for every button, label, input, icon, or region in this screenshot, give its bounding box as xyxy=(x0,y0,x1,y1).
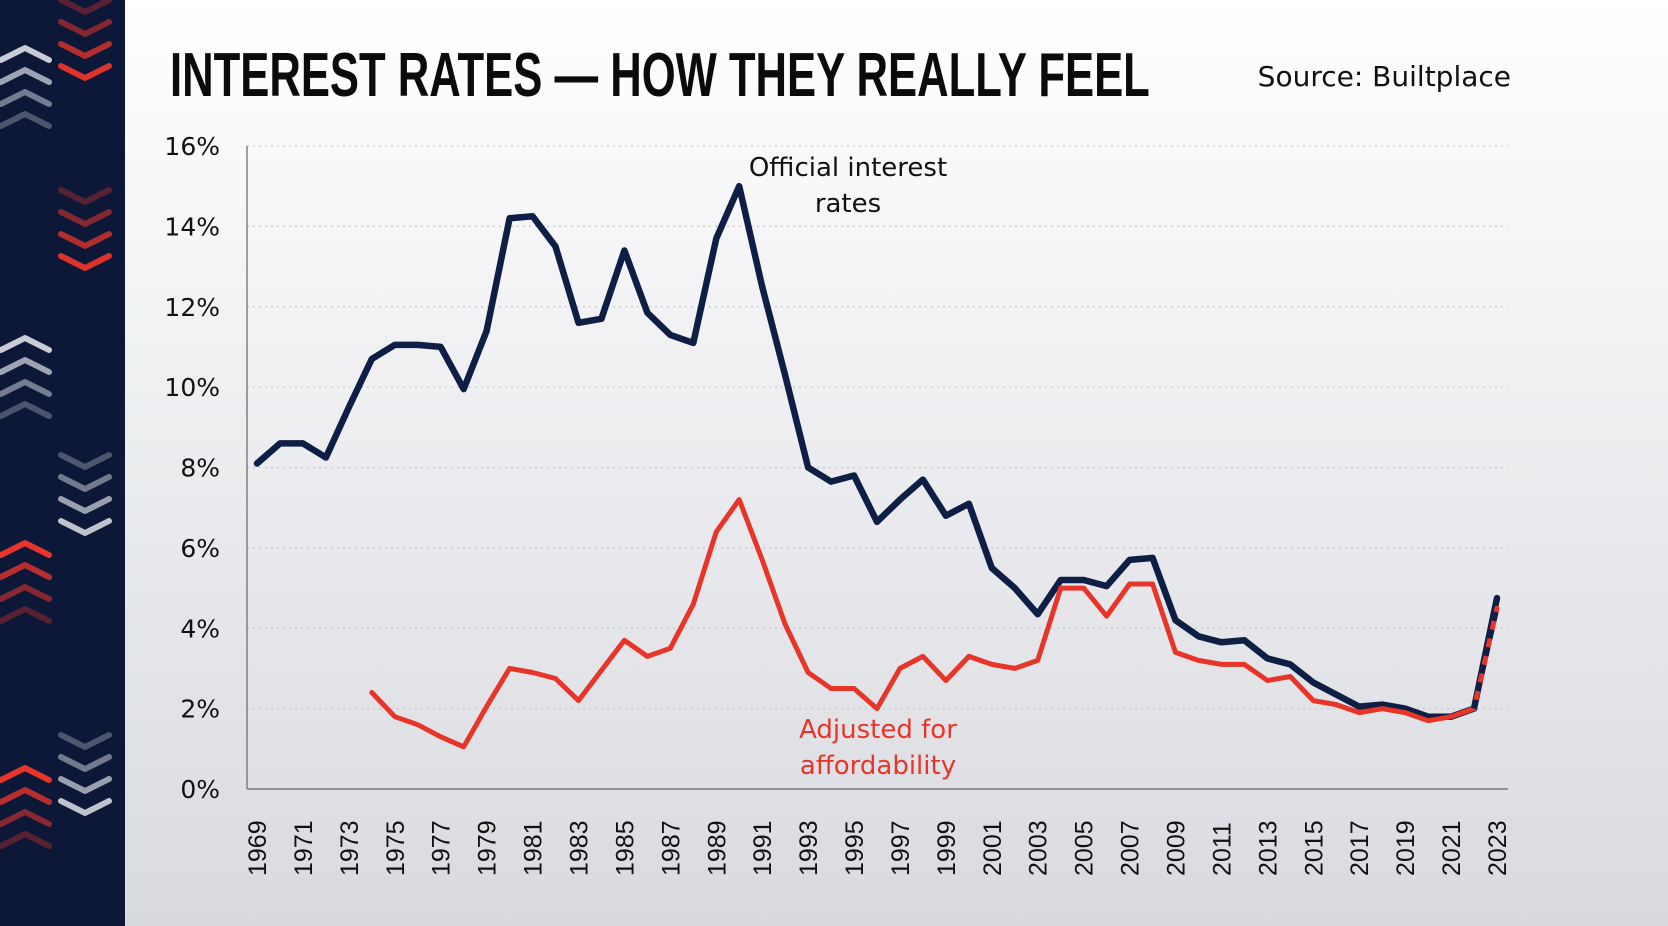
chevron-icon xyxy=(0,765,52,783)
chevron-icon xyxy=(0,335,52,353)
y-tick-label: 2% xyxy=(180,695,220,724)
x-tick-label: 1993 xyxy=(795,820,823,876)
x-tick-label: 1979 xyxy=(474,820,502,876)
x-tick-label: 2013 xyxy=(1254,820,1282,876)
y-tick-label: 0% xyxy=(180,775,220,804)
y-tick-label: 14% xyxy=(164,212,220,241)
chevron-icon xyxy=(58,798,112,816)
chevron-icon xyxy=(58,19,112,37)
x-tick-label: 1977 xyxy=(428,820,456,876)
chevron-icon xyxy=(0,562,52,580)
x-tick-label: 1991 xyxy=(749,820,777,876)
x-tick-label: 1995 xyxy=(841,820,869,876)
chevron-icon xyxy=(58,253,112,271)
x-tick-label: 2019 xyxy=(1392,820,1420,876)
chart-title: INTEREST RATES — HOW THEY REALLY FEEL xyxy=(170,40,1150,109)
chevron-icon xyxy=(58,732,112,750)
chevron-icon xyxy=(58,231,112,249)
x-tick-label: 1973 xyxy=(336,820,364,876)
chevron-icon xyxy=(58,518,112,536)
chevron-icon xyxy=(0,67,52,85)
chevron-icon xyxy=(0,540,52,558)
chevron-icon xyxy=(0,111,52,129)
sidebar-panel xyxy=(0,0,125,926)
x-tick-label: 2003 xyxy=(1025,820,1053,876)
chevron-icon xyxy=(0,809,52,827)
chevron-icon xyxy=(58,209,112,227)
chevron-icon xyxy=(58,0,112,15)
x-tick-label: 2007 xyxy=(1117,820,1145,876)
chevron-icon xyxy=(58,474,112,492)
x-tick-label: 2011 xyxy=(1208,822,1236,876)
chevron-icon xyxy=(0,787,52,805)
source-label: Source: Builtplace xyxy=(1258,60,1511,93)
y-tick-label: 8% xyxy=(180,454,220,483)
chevron-icon xyxy=(0,831,52,849)
annotation-official-line1: Official interest xyxy=(749,153,947,183)
x-tick-label: 1971 xyxy=(290,820,318,876)
y-tick-label: 12% xyxy=(164,293,220,322)
x-tick-label: 2021 xyxy=(1438,820,1466,876)
x-tick-label: 1997 xyxy=(887,820,915,876)
chevron-icon xyxy=(0,89,52,107)
chevron-icon xyxy=(0,357,52,375)
x-tick-label: 1983 xyxy=(566,820,594,876)
y-tick-label: 16% xyxy=(164,132,220,161)
series-line-adjusted xyxy=(369,497,1500,750)
chevron-icon xyxy=(0,45,52,63)
x-tick-label: 2015 xyxy=(1300,820,1328,876)
annotation-adjusted-line2: affordability xyxy=(800,751,956,781)
x-tick-label: 1999 xyxy=(933,820,961,876)
x-tick-label: 2017 xyxy=(1346,820,1374,876)
x-tick-label: 1981 xyxy=(520,820,548,876)
x-tick-label: 2009 xyxy=(1163,820,1191,876)
chevron-icon xyxy=(58,496,112,514)
x-tick-label: 1969 xyxy=(244,820,272,876)
chevron-icon xyxy=(58,41,112,59)
chevron-icon xyxy=(58,452,112,470)
chevron-pattern xyxy=(0,0,112,849)
chevron-icon xyxy=(58,63,112,81)
chevron-icon xyxy=(0,379,52,397)
x-tick-label: 1975 xyxy=(382,820,410,876)
chevron-icon xyxy=(0,584,52,602)
x-tick-label: 1989 xyxy=(703,820,731,876)
annotation-official-line2: rates xyxy=(815,189,881,219)
x-tick-label: 1985 xyxy=(611,820,639,876)
x-tick-label: 2001 xyxy=(979,820,1007,876)
y-tick-label: 6% xyxy=(180,534,220,563)
chevron-icon xyxy=(58,754,112,772)
series-line-official xyxy=(253,182,1501,720)
y-tick-label: 4% xyxy=(180,614,220,643)
y-tick-label: 10% xyxy=(164,373,220,402)
chevron-icon xyxy=(58,776,112,794)
annotation-adjusted-line1: Adjusted for xyxy=(799,715,957,745)
x-tick-label: 1987 xyxy=(657,820,685,876)
chevron-icon xyxy=(0,606,52,624)
y-axis-ticks: 0% 2% 4% 6% 8% 10% 12% 14% 16% xyxy=(164,132,220,804)
chevron-icon xyxy=(0,401,52,419)
x-axis-ticks: 1969 1971 1973 1975 1977 1979 1981 1983 1985 1987… xyxy=(244,820,1512,876)
x-tick-label: 2005 xyxy=(1071,820,1099,876)
x-tick-label: 2023 xyxy=(1484,820,1512,876)
chevron-icon xyxy=(58,187,112,205)
